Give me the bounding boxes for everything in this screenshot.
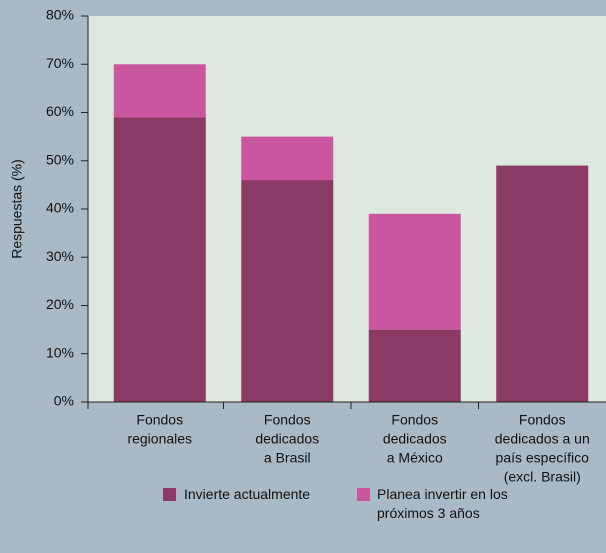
bar-segment — [368, 213, 461, 330]
x-tick-label: Fondos — [136, 412, 183, 428]
x-tick-label: dedicados — [383, 431, 447, 447]
x-tick-label: Fondos — [391, 412, 438, 428]
legend-label: Invierte actualmente — [184, 486, 311, 502]
y-tick-label: 30% — [46, 248, 74, 264]
legend-swatch — [163, 488, 176, 501]
x-tick-label: (excl. Brasil) — [504, 469, 581, 485]
bar-segment — [241, 136, 334, 181]
legend-swatch — [357, 488, 370, 501]
y-tick-label: 60% — [46, 103, 74, 119]
y-tick-label: 80% — [46, 7, 74, 23]
y-tick-label: 10% — [46, 344, 74, 360]
y-tick-label: 50% — [46, 151, 74, 167]
bar-segment — [113, 64, 206, 118]
x-tick-label: regionales — [127, 431, 192, 447]
bar-segment — [241, 180, 334, 402]
bar-segment — [113, 117, 206, 402]
x-tick-label: Fondos — [264, 412, 311, 428]
x-tick-label: Fondos — [519, 412, 566, 428]
x-tick-label: dedicados — [255, 431, 319, 447]
y-tick-label: 70% — [46, 55, 74, 71]
x-tick-label: dedicados a un — [495, 431, 590, 447]
y-tick-label: 0% — [54, 393, 74, 409]
legend-label: Planea invertir en los próximos 3 años — [377, 486, 508, 521]
x-tick-label: país específico — [496, 450, 590, 466]
bar-segment — [368, 329, 461, 402]
bar-segment — [496, 165, 589, 402]
y-tick-label: 40% — [46, 200, 74, 216]
y-axis-title: Respuestas (%) — [9, 159, 25, 259]
y-tick-label: 20% — [46, 296, 74, 312]
x-tick-label: a Brasil — [264, 450, 311, 466]
x-tick-label: a México — [387, 450, 443, 466]
